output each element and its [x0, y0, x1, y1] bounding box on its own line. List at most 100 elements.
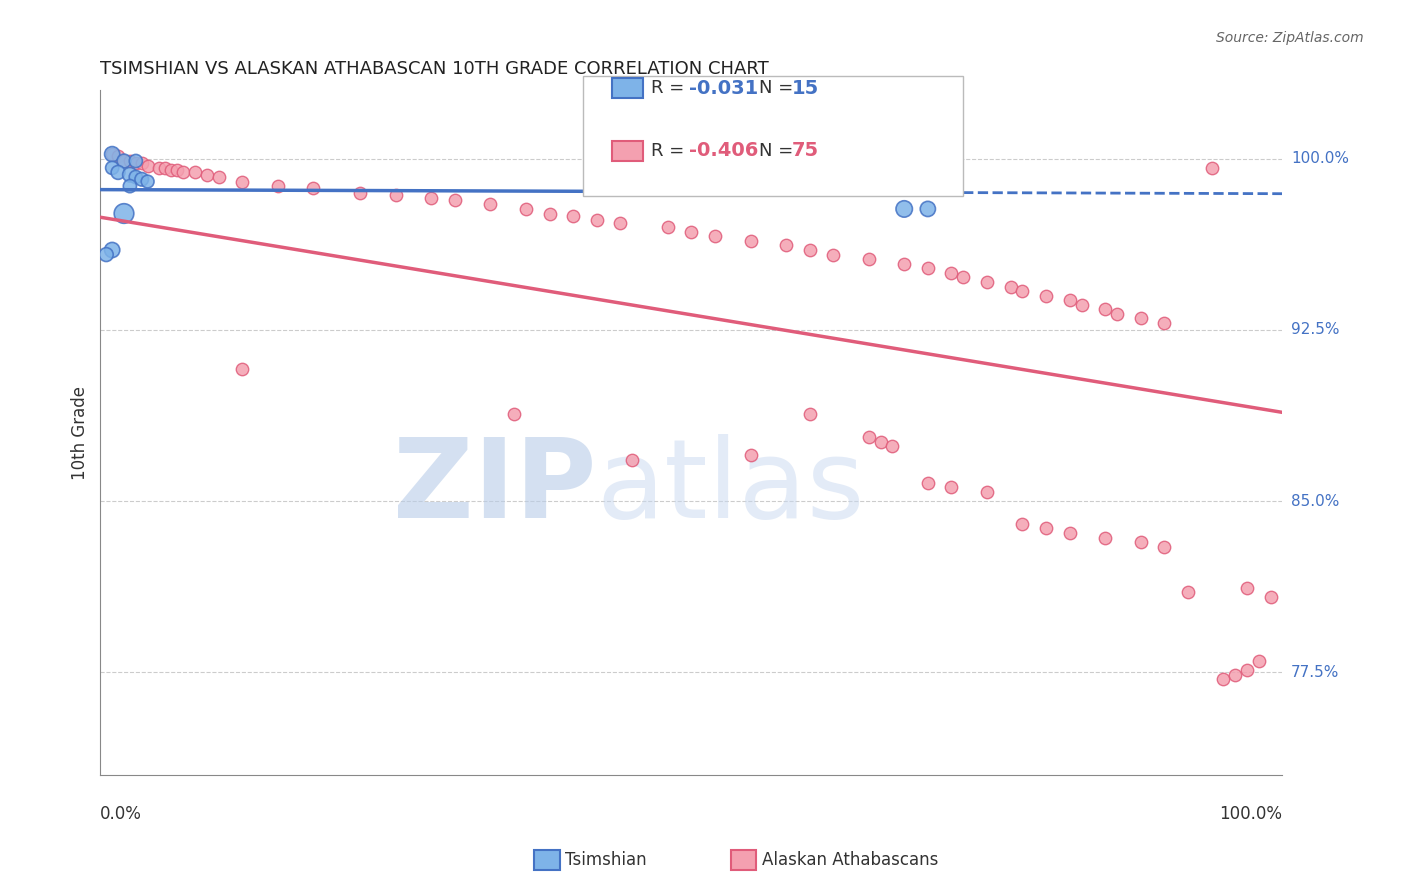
Point [1059, 293, 1081, 308]
Point [586, 213, 609, 227]
Point [136, 159, 159, 173]
Point [444, 193, 467, 207]
Point [148, 161, 170, 175]
Point [302, 181, 325, 195]
Point [740, 234, 762, 248]
Point [858, 252, 880, 267]
Point [112, 154, 135, 169]
Point [172, 165, 194, 179]
Text: R =: R = [651, 142, 690, 160]
Text: Alaskan Athabascans: Alaskan Athabascans [762, 851, 938, 869]
Point [479, 197, 502, 211]
Point [515, 202, 537, 216]
Point [1212, 672, 1234, 686]
Point [1094, 531, 1116, 545]
Text: ZIP: ZIP [394, 434, 598, 541]
Text: 100.0%: 100.0% [1219, 805, 1282, 823]
Point [1094, 302, 1116, 317]
Point [266, 179, 288, 194]
Point [893, 202, 915, 216]
Point [112, 206, 135, 220]
Point [799, 408, 821, 422]
Point [562, 209, 585, 223]
Y-axis label: 10th Grade: 10th Grade [72, 385, 89, 480]
Point [101, 147, 124, 161]
Point [538, 206, 561, 220]
Point [125, 169, 148, 184]
Text: 0.0%: 0.0% [100, 805, 142, 823]
Point [101, 243, 124, 257]
Point [125, 156, 148, 170]
Point [775, 238, 797, 252]
Point [1000, 279, 1022, 293]
Text: atlas: atlas [598, 434, 865, 541]
Point [503, 408, 526, 422]
Point [1129, 311, 1152, 326]
Point [609, 216, 631, 230]
Point [118, 179, 141, 194]
Point [976, 484, 998, 499]
Point [101, 147, 124, 161]
Point [107, 149, 129, 163]
Point [160, 163, 183, 178]
Text: Source: ZipAtlas.com: Source: ZipAtlas.com [1216, 31, 1364, 45]
Point [1177, 585, 1199, 599]
Point [1236, 581, 1258, 595]
Text: Tsimshian: Tsimshian [565, 851, 647, 869]
Point [125, 154, 148, 169]
Point [1011, 284, 1033, 298]
Point [976, 275, 998, 289]
Point [740, 449, 762, 463]
Point [420, 190, 443, 204]
Point [131, 156, 153, 170]
Text: N =: N = [759, 79, 799, 97]
Text: TSIMSHIAN VS ALASKAN ATHABASCAN 10TH GRADE CORRELATION CHART: TSIMSHIAN VS ALASKAN ATHABASCAN 10TH GRA… [100, 60, 769, 78]
Point [1247, 654, 1270, 668]
Point [1105, 307, 1128, 321]
Point [1011, 516, 1033, 531]
Point [941, 480, 963, 494]
Point [1059, 526, 1081, 541]
Point [155, 161, 177, 175]
Point [1153, 540, 1175, 554]
Point [1070, 298, 1092, 312]
Text: N =: N = [759, 142, 799, 160]
Point [657, 220, 679, 235]
Point [799, 243, 821, 257]
Point [349, 186, 371, 200]
Point [621, 453, 644, 467]
Point [231, 361, 253, 376]
Point [131, 172, 153, 186]
Text: 77.5%: 77.5% [1291, 665, 1339, 680]
Text: -0.406: -0.406 [689, 141, 758, 161]
Text: R =: R = [651, 79, 690, 97]
Point [869, 434, 891, 449]
Point [893, 257, 915, 271]
Point [166, 163, 188, 178]
Point [112, 154, 135, 169]
Point [195, 168, 218, 182]
Point [1035, 288, 1057, 302]
Text: 15: 15 [792, 78, 818, 98]
Point [96, 247, 118, 261]
Point [882, 439, 904, 453]
Point [1236, 663, 1258, 677]
Point [1129, 535, 1152, 549]
Point [823, 247, 845, 261]
Text: 75: 75 [792, 141, 818, 161]
Point [917, 261, 939, 276]
Text: 85.0%: 85.0% [1291, 493, 1339, 508]
Point [1201, 161, 1223, 175]
Point [704, 229, 727, 244]
Point [107, 165, 129, 179]
Point [1225, 667, 1247, 681]
Point [118, 154, 141, 169]
Point [941, 266, 963, 280]
Point [207, 169, 229, 184]
Point [1260, 590, 1282, 604]
Text: 92.5%: 92.5% [1291, 322, 1340, 337]
Text: 100.0%: 100.0% [1291, 152, 1348, 166]
Point [231, 175, 253, 189]
Point [118, 168, 141, 182]
Point [917, 475, 939, 490]
